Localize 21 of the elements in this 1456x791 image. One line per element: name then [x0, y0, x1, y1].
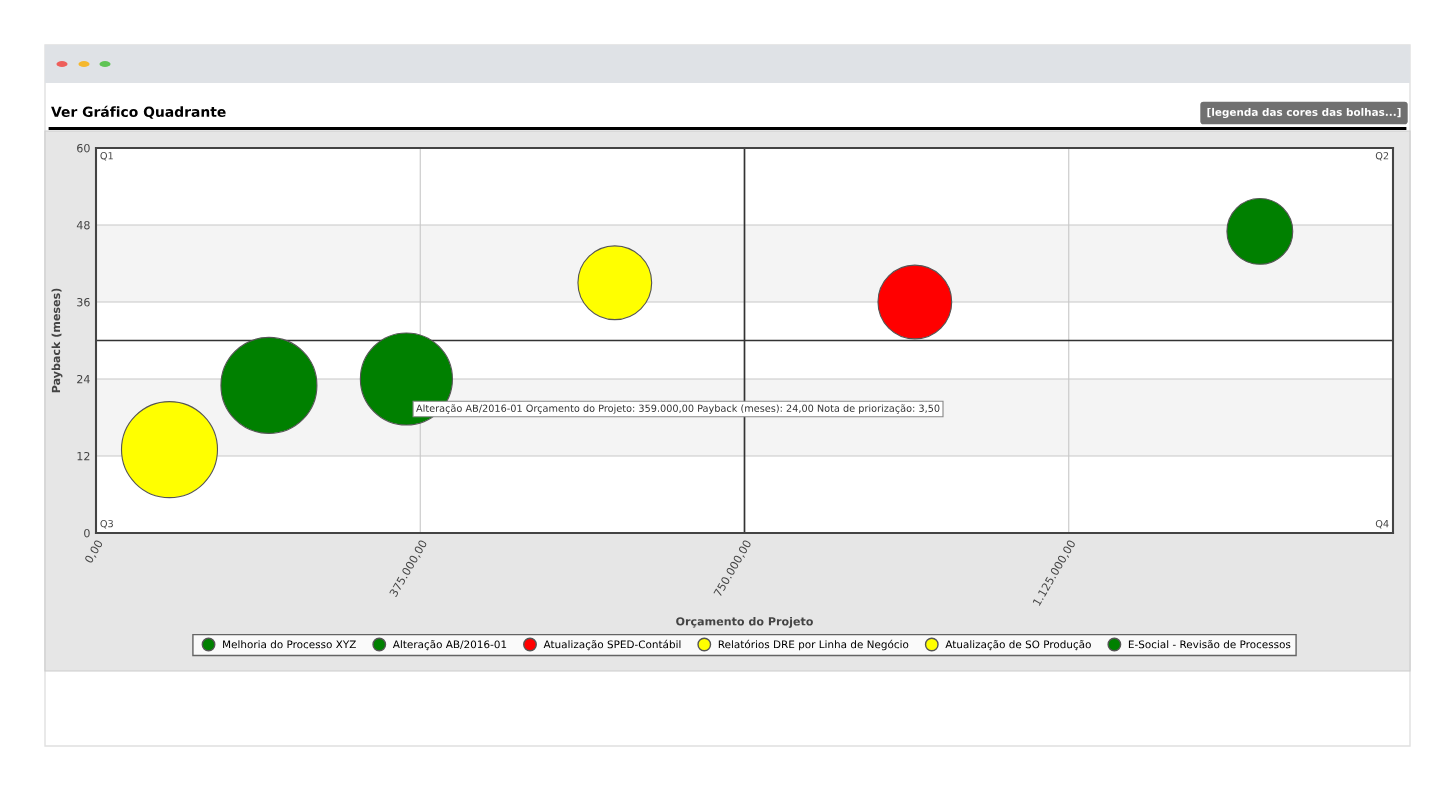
annotation: Q4 — [1375, 519, 1389, 529]
y-tick-label: 48 — [76, 220, 90, 230]
annotation: Q3 — [100, 519, 113, 529]
chart-title: Ver Gráfico Quadrante — [51, 105, 226, 119]
legend-label: Alteração AB/2016-01 — [392, 640, 507, 651]
y-tick-label: 0 — [84, 528, 90, 538]
y-tick-label: 12 — [77, 451, 90, 461]
y-tick-label: 60 — [77, 143, 90, 153]
annotation: Q1 — [100, 152, 113, 161]
text: [legenda das cores das bolhas...] — [1207, 107, 1401, 119]
legend-label: Atualização de SO Produção — [945, 640, 1091, 651]
y-tick-label: 36 — [77, 297, 90, 307]
legend-label: E-Social - Revisão de Processos — [1128, 640, 1291, 649]
legend-label: Atualização SPED-Contábil — [543, 639, 681, 651]
y-tick-label: 24 — [77, 374, 90, 384]
legend-label: Relatórios DRE por Linha de Negócio — [718, 639, 909, 651]
annotation: Alteração AB/2016-01 Orçamento do Projeto: 359.000,00 Payback (meses): 24,00 Nota de priorização: 3,50 — [416, 404, 940, 414]
y-axis-title: Payback (meses) — [51, 288, 63, 393]
annotation: Q2 — [1375, 152, 1389, 161]
legend-label: Melhoria do Processo XYZ — [223, 640, 356, 649]
x-axis-title: Orçamento do Projeto — [676, 616, 813, 628]
